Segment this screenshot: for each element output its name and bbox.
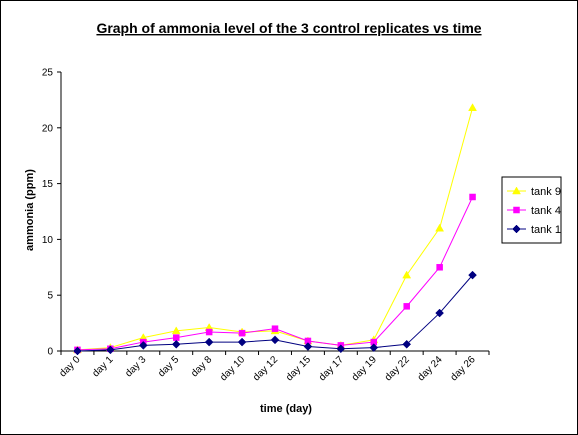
data-point [435, 223, 445, 232]
data-point [403, 303, 410, 310]
data-point [336, 344, 346, 354]
data-point [73, 346, 82, 356]
x-axis-title: time (day) [260, 403, 312, 415]
x-tick-label: day 17 [317, 354, 346, 383]
y-tick-label: 15 [42, 179, 54, 190]
x-tick-label: day 15 [284, 354, 313, 383]
data-point [171, 339, 181, 349]
data-point [270, 335, 280, 345]
data-point [238, 329, 246, 337]
legend: tank 9 tank 4 tank 1 [501, 176, 562, 244]
y-tick-label: 0 [47, 347, 53, 358]
y-axis-title: ammonia (ppm) [24, 169, 36, 251]
data-point [435, 308, 444, 318]
chart-title: Graph of ammonia level of the 3 control … [96, 20, 481, 36]
series-tank-9 [73, 103, 477, 354]
legend-marker [512, 186, 521, 195]
legend-label: tank 4 [531, 205, 561, 217]
y-tick-label: 20 [42, 123, 54, 134]
x-tick-label: day 12 [251, 354, 280, 383]
series-line [77, 107, 474, 351]
data-point [172, 334, 180, 341]
y-tick-label: 25 [42, 68, 54, 79]
data-point [204, 337, 214, 347]
legend-label: tank 1 [531, 224, 561, 236]
data-point [436, 264, 443, 271]
data-point [138, 341, 148, 350]
data-point [205, 328, 213, 336]
legend-label: tank 9 [531, 186, 561, 198]
x-tick-label: day 24 [416, 354, 445, 383]
y-tick-label: 5 [47, 291, 53, 302]
data-point [171, 326, 181, 335]
x-tick-label: day 1 [90, 354, 115, 379]
data-point [271, 325, 279, 332]
x-tick-label: day 19 [350, 354, 379, 383]
data-point [402, 270, 412, 279]
series-tank-1 [73, 270, 477, 356]
x-tick-label: day 5 [156, 354, 181, 379]
data-point [469, 193, 476, 201]
x-tick-label: day 26 [449, 354, 478, 383]
data-point [303, 342, 313, 351]
data-point [468, 270, 477, 280]
x-tick-label: day 0 [58, 354, 83, 379]
x-tick-label: day 8 [189, 354, 214, 379]
y-tick-label: 10 [42, 235, 54, 246]
data-point [237, 337, 247, 347]
x-tick-label: day 22 [383, 354, 412, 383]
data-point [402, 339, 412, 349]
data-point [106, 345, 115, 355]
series-tank-4 [74, 193, 476, 354]
data-point [468, 103, 477, 111]
data-point [369, 343, 379, 353]
x-tick-label: day 3 [123, 354, 148, 379]
legend-marker [513, 206, 520, 214]
legend-marker [512, 224, 521, 234]
x-tick-label: day 10 [218, 354, 247, 383]
